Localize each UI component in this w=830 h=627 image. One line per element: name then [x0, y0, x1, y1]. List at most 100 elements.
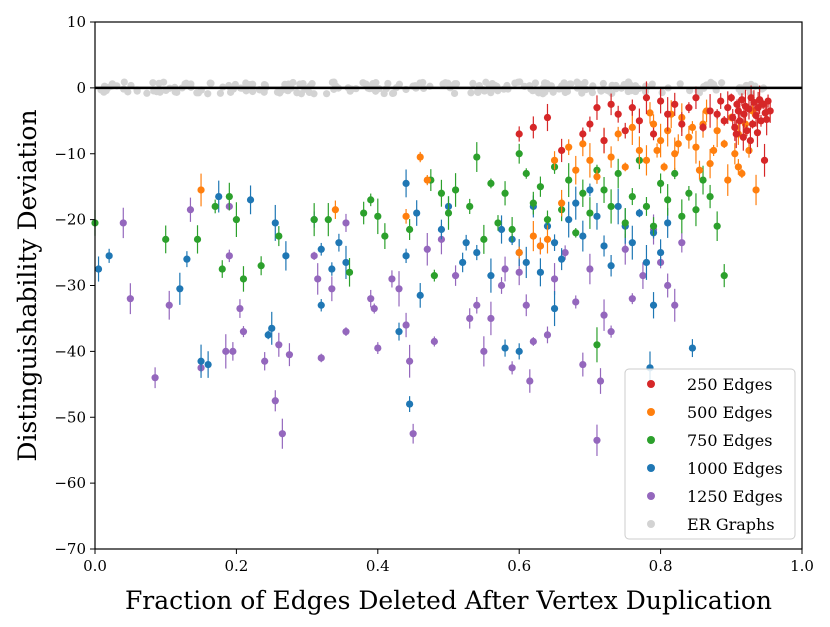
data-point: [444, 209, 453, 217]
data-point: [261, 357, 269, 365]
data-point: [473, 248, 481, 257]
data-point: [750, 98, 758, 106]
data-point: [731, 123, 739, 131]
data-point: [678, 120, 686, 128]
data-point: [388, 275, 396, 283]
data-point: [314, 275, 322, 283]
data-point: [515, 347, 523, 355]
x-tick-label: 0.0: [83, 557, 107, 575]
data-point: [586, 209, 594, 217]
data-point: [183, 255, 191, 263]
data-point: [685, 189, 693, 197]
data-point: [740, 110, 748, 118]
er-graph-point: [676, 80, 684, 88]
data-point: [232, 216, 240, 224]
data-point: [713, 127, 721, 135]
data-point: [628, 123, 636, 131]
data-point: [671, 169, 679, 178]
data-point: [706, 192, 714, 201]
er-graph-point: [133, 87, 141, 95]
er-graph-point: [193, 89, 201, 97]
x-tick-label: 0.2: [224, 557, 248, 575]
data-point: [367, 295, 375, 303]
data-point: [657, 179, 665, 187]
legend-label: ER Graphs: [687, 515, 775, 534]
data-point: [628, 104, 636, 112]
data-point: [473, 153, 481, 161]
data-point: [642, 94, 651, 102]
er-graph-point: [124, 88, 132, 96]
data-point: [225, 252, 233, 260]
er-graph-point: [563, 87, 572, 96]
data-point: [395, 285, 403, 293]
y-tick-label: −70: [54, 540, 86, 558]
er-graph-point: [143, 89, 151, 97]
data-point: [515, 248, 523, 257]
er-graph-point: [160, 78, 168, 86]
data-point: [317, 301, 325, 309]
data-point: [621, 245, 629, 253]
data-point: [278, 430, 286, 438]
data-point: [451, 186, 460, 194]
data-point: [572, 229, 580, 237]
data-point: [579, 130, 587, 138]
data-point: [593, 436, 601, 444]
data-point: [497, 225, 506, 234]
data-point: [635, 146, 643, 155]
data-point: [565, 216, 573, 224]
legend: 250 Edges 500 Edges 750 Edges 1000 Edges 125…: [624, 368, 796, 540]
er-graph-point: [120, 78, 128, 86]
data-point: [501, 189, 509, 197]
data-point: [746, 136, 754, 145]
er-graph-point: [531, 79, 540, 87]
data-point: [646, 109, 654, 117]
y-axis-title: Distinguishability Deviation: [13, 109, 42, 461]
data-point: [685, 133, 693, 141]
data-point: [423, 176, 431, 184]
data-point: [586, 186, 594, 194]
data-point: [550, 156, 559, 164]
data-point: [600, 136, 608, 145]
data-point: [239, 328, 248, 336]
data-point: [374, 212, 382, 220]
y-axis-ticks: 10 0 −10 −20 −30 −40 −50 −60 −70: [54, 13, 95, 558]
data-point: [706, 107, 714, 115]
data-point: [529, 337, 537, 346]
x-tick-label: 1.0: [790, 557, 814, 575]
data-point: [271, 397, 279, 405]
er-graph-point: [229, 85, 238, 93]
data-point: [628, 192, 636, 201]
data-point: [674, 140, 682, 148]
er-graph-point: [482, 78, 490, 86]
series-1000-edges: [94, 169, 697, 412]
data-point: [664, 281, 672, 290]
data-point: [572, 298, 580, 306]
er-graph-point: [535, 89, 543, 97]
data-point: [165, 301, 173, 309]
data-point: [370, 304, 378, 313]
data-point: [649, 222, 658, 230]
data-point: [342, 219, 350, 227]
data-point: [565, 143, 573, 151]
data-point: [395, 328, 403, 336]
data-point: [706, 160, 714, 168]
er-graph-point: [149, 79, 157, 87]
data-point: [593, 173, 601, 181]
data-point: [204, 360, 212, 369]
data-point: [720, 272, 728, 280]
data-point: [579, 232, 587, 240]
data-point: [657, 136, 665, 145]
er-graph-point: [187, 80, 195, 88]
x-axis-ticks: 0.0 0.2 0.4 0.6 0.8 1.0: [83, 549, 814, 575]
data-point: [430, 337, 438, 346]
er-graph-point: [246, 81, 254, 89]
data-point: [600, 186, 608, 194]
data-point: [328, 285, 336, 293]
data-point: [727, 94, 735, 102]
data-point: [416, 153, 424, 161]
data-point: [94, 265, 103, 273]
data-point: [586, 156, 594, 164]
data-point: [685, 104, 693, 112]
data-point: [462, 239, 470, 247]
